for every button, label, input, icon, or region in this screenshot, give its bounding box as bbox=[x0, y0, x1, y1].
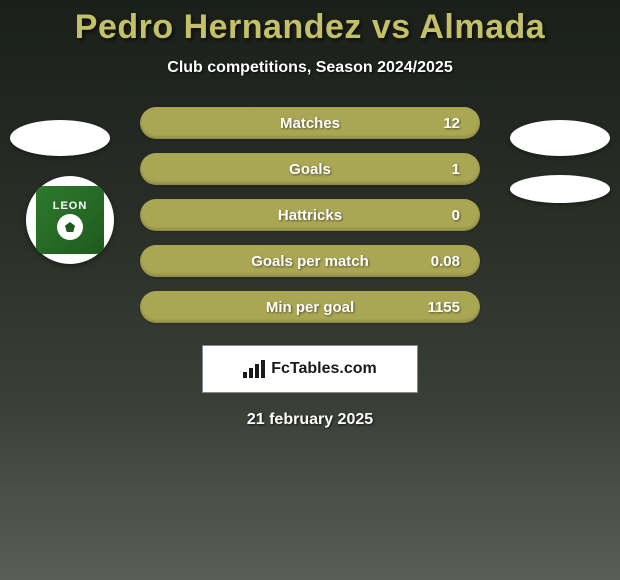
stat-row-goals-per-match: Goals per match 0.08 bbox=[140, 245, 480, 277]
soccer-ball-icon bbox=[57, 214, 83, 240]
player-avatar-right-bottom bbox=[510, 175, 610, 203]
brand-text: FcTables.com bbox=[271, 360, 377, 378]
stat-value: 1155 bbox=[427, 299, 460, 316]
stat-label: Matches bbox=[280, 115, 340, 132]
stat-value: 1 bbox=[452, 161, 460, 178]
stat-value: 0.08 bbox=[431, 253, 460, 270]
date-text: 21 february 2025 bbox=[247, 411, 373, 429]
stat-label: Hattricks bbox=[278, 207, 342, 224]
stat-row-hattricks: Hattricks 0 bbox=[140, 199, 480, 231]
club-logo-text: LEON bbox=[53, 200, 88, 212]
bar-chart-icon bbox=[243, 360, 265, 378]
stat-label: Goals per match bbox=[251, 253, 369, 270]
stat-row-matches: Matches 12 bbox=[140, 107, 480, 139]
page-subtitle: Club competitions, Season 2024/2025 bbox=[167, 59, 452, 77]
stat-row-min-per-goal: Min per goal 1155 bbox=[140, 291, 480, 323]
club-logo-inner: LEON bbox=[36, 186, 104, 254]
player-avatar-right-top bbox=[510, 120, 610, 156]
player-avatar-left bbox=[10, 120, 110, 156]
club-logo: LEON bbox=[26, 176, 114, 264]
stat-label: Goals bbox=[289, 161, 331, 178]
stat-value: 12 bbox=[443, 115, 460, 132]
stat-label: Min per goal bbox=[266, 299, 354, 316]
brand-box[interactable]: FcTables.com bbox=[202, 345, 418, 393]
stat-value: 0 bbox=[452, 207, 460, 224]
stat-row-goals: Goals 1 bbox=[140, 153, 480, 185]
stats-list: Matches 12 Goals 1 Hattricks 0 Goals per… bbox=[140, 107, 480, 323]
page-title: Pedro Hernandez vs Almada bbox=[75, 8, 545, 47]
